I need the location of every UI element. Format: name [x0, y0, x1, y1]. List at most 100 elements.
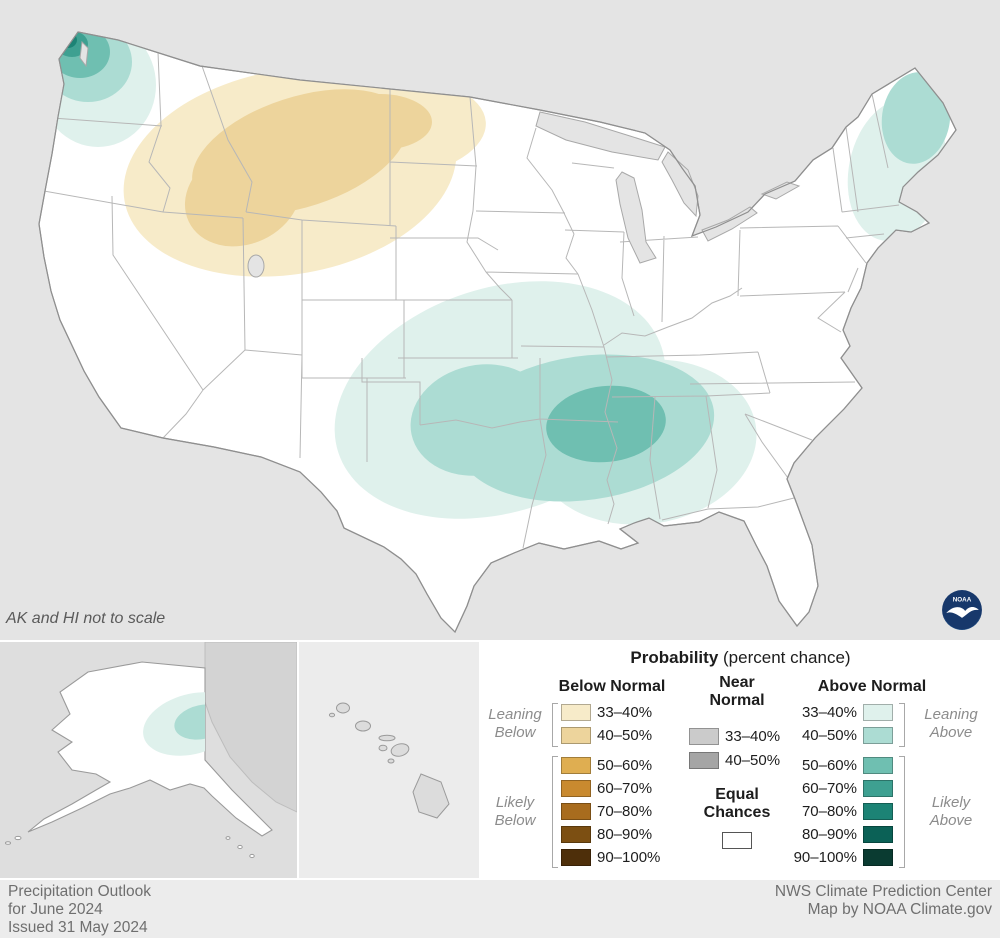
lake-michigan [615, 171, 657, 264]
footer: Precipitation Outlook for June 2024 Issu… [0, 880, 1000, 938]
likely-above-line1: Likely [931, 794, 971, 811]
aleutian-islands [5, 835, 255, 859]
lanai-island [378, 744, 388, 752]
kahoolawe-island [387, 758, 395, 764]
near-label-33-40: 33–40% [725, 728, 781, 745]
above-normal-header: Above Normal [817, 678, 927, 695]
near-header-line2: Normal [709, 692, 765, 709]
footer-left: Precipitation Outlook for June 2024 Issu… [8, 883, 151, 937]
hawaii-map [299, 642, 479, 878]
lake-superior [535, 111, 666, 161]
niihau-island [328, 712, 336, 718]
above-swatch-50-60 [863, 757, 893, 774]
alaska-inset [0, 642, 297, 878]
lake-huron [661, 151, 699, 218]
legend-title-bold: Probability [630, 648, 719, 667]
footer-product-title: Precipitation Outlook [8, 883, 152, 900]
below-swatch-80-90 [561, 826, 591, 843]
legend-title: Probability (percent chance) [481, 648, 1000, 668]
leaning-below-bracket [552, 703, 558, 747]
great-salt-lake [247, 254, 265, 278]
oahu-island [355, 720, 371, 732]
leaning-above-label: Leaning Above [909, 706, 993, 742]
below-label-33-40: 33–40% [597, 704, 653, 721]
below-swatch-90-100 [561, 849, 591, 866]
above-label-60-70: 60–70% [801, 780, 857, 797]
near-label-40-50: 40–50% [725, 752, 781, 769]
above-swatch-40-50 [863, 727, 893, 744]
equal-chances-swatch [722, 832, 752, 849]
above-40-50-blob-tx [410, 364, 550, 476]
likely-above-bracket [899, 756, 905, 868]
likely-below-bracket [552, 756, 558, 868]
above-label-33-40: 33–40% [801, 704, 857, 721]
above-label-40-50: 40–50% [801, 727, 857, 744]
canada-landmass [204, 642, 297, 813]
below-swatch-60-70 [561, 780, 591, 797]
legend-title-rest: (percent chance) [718, 648, 851, 667]
conus-map-panel: AK and HI not to scale NOAA [0, 0, 1000, 640]
noaa-logo: NOAA [942, 590, 982, 631]
equal-chances-line2: Chances [703, 804, 771, 821]
likely-below-label: Likely Below [483, 794, 547, 830]
footer-issued-date: Issued 31 May 2024 [8, 919, 148, 936]
leaning-below-line1: Leaning [488, 706, 542, 723]
above-label-50-60: 50–60% [801, 757, 857, 774]
near-normal-header: Near Normal [677, 674, 797, 710]
leaning-below-line2: Below [494, 724, 536, 741]
ne-above-40-50 [881, 72, 951, 164]
near-swatch-40-50 [689, 752, 719, 769]
hawaiian-islands [328, 702, 450, 819]
below-40-50-blob-nd [328, 94, 432, 150]
below-40-50-blob-sw [184, 145, 302, 247]
below-swatch-50-60 [561, 757, 591, 774]
footer-valid-period: for June 2024 [8, 901, 103, 918]
big-island [412, 773, 450, 819]
likely-below-line2: Below [494, 812, 536, 829]
above-swatch-60-70 [863, 780, 893, 797]
below-label-90-100: 90–100% [597, 849, 661, 866]
great-lakes [79, 40, 801, 278]
below-normal-header: Below Normal [558, 678, 666, 695]
precip-shading [39, 32, 951, 549]
below-label-50-60: 50–60% [597, 757, 653, 774]
above-label-80-90: 80–90% [801, 826, 857, 843]
above-swatch-33-40 [863, 704, 893, 721]
footer-agency: NWS Climate Prediction Center [774, 883, 992, 900]
noaa-logo-bird-icon [946, 606, 979, 618]
maui-island [390, 743, 410, 757]
near-swatch-33-40 [689, 728, 719, 745]
leaning-below-label: Leaning Below [483, 706, 547, 742]
below-label-40-50: 40–50% [597, 727, 653, 744]
scale-note: AK and HI not to scale [6, 610, 166, 627]
footer-right: NWS Climate Prediction Center Map by NOA… [775, 883, 992, 919]
kauai-island [336, 702, 350, 714]
alaska-map [0, 642, 297, 878]
likely-below-line1: Likely [495, 794, 535, 811]
leaning-above-line2: Above [929, 724, 973, 741]
likely-above-label: Likely Above [909, 794, 993, 830]
near-header-line1: Near [719, 674, 755, 691]
below-swatch-33-40 [561, 704, 591, 721]
above-label-90-100: 90–100% [793, 849, 857, 866]
below-label-60-70: 60–70% [597, 780, 653, 797]
noaa-logo-text: NOAA [953, 597, 972, 604]
hawaii-inset [299, 642, 479, 878]
lake-erie [701, 206, 758, 242]
leaning-above-bracket [899, 703, 905, 747]
below-swatch-40-50 [561, 727, 591, 744]
likely-above-line2: Above [929, 812, 973, 829]
footer-credit: Map by NOAA Climate.gov [807, 901, 992, 918]
puget-sound [79, 40, 89, 68]
below-swatch-70-80 [561, 803, 591, 820]
above-label-70-80: 70–80% [801, 803, 857, 820]
equal-chances-label: Equal Chances [677, 786, 797, 822]
leaning-above-line1: Leaning [924, 706, 978, 723]
equal-chances-line1: Equal [715, 786, 759, 803]
above-swatch-90-100 [863, 849, 893, 866]
above-swatch-70-80 [863, 803, 893, 820]
molokai-island [378, 734, 396, 742]
above-50-60-blob [546, 385, 666, 463]
conus-map [0, 0, 1000, 640]
